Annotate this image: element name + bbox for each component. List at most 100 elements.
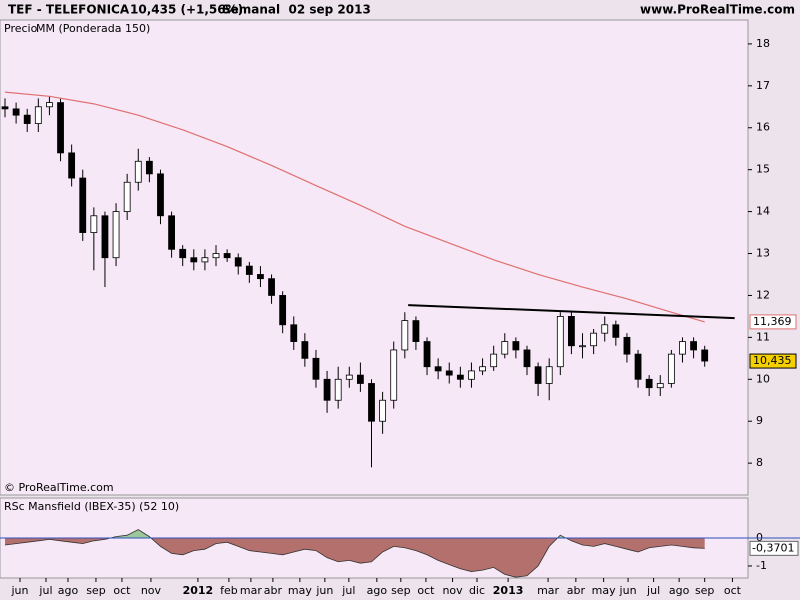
x-tick-label: oct — [724, 584, 742, 597]
x-tick-label: ago — [669, 584, 690, 597]
trendline — [408, 304, 735, 320]
area-negative — [4, 538, 705, 578]
y-tick-label: 8 — [756, 456, 763, 469]
candle-body — [412, 320, 420, 342]
candle-body — [590, 332, 598, 347]
candle-body — [501, 341, 509, 355]
candle-body — [90, 215, 98, 233]
candle-body — [534, 366, 542, 384]
y-tick-label: 10 — [756, 372, 770, 385]
candle-body — [157, 173, 164, 217]
legend-ma: MM (Ponderada 150) — [36, 22, 150, 35]
candle-body — [145, 160, 153, 175]
y-tick-label: 13 — [756, 247, 770, 260]
candle-body — [134, 160, 142, 183]
candle-body — [701, 349, 709, 362]
x-tick-label: mar — [537, 584, 559, 597]
x-tick-label: jun — [10, 584, 28, 597]
candle-body — [179, 248, 187, 259]
candle-body — [612, 324, 620, 338]
x-tick-label: abr — [567, 584, 586, 597]
ma-last-label: 11,369 — [753, 315, 792, 328]
price-panel — [0, 19, 749, 496]
candle-body — [390, 349, 398, 401]
x-tick-label: may — [288, 584, 312, 597]
candle-body — [479, 366, 486, 372]
price-last-box — [749, 353, 797, 369]
x-tick-label: jun — [619, 584, 637, 597]
candle-body — [368, 383, 375, 422]
candle-body — [623, 336, 631, 355]
y-tick-label: 16 — [756, 121, 770, 134]
x-tick-label: ago — [58, 584, 79, 597]
candle-body — [690, 341, 697, 351]
x-tick-label: dic — [469, 584, 485, 597]
x-tick-label: nov — [442, 584, 463, 597]
x-tick-label: sep — [695, 584, 714, 597]
x-tick-label: may — [592, 584, 616, 597]
candle-body — [512, 341, 520, 351]
candle-body — [201, 257, 209, 263]
x-tick-label: 2013 — [493, 584, 524, 597]
candle-body — [401, 320, 409, 351]
y-tick-label: 18 — [756, 37, 770, 50]
x-tick-label: sep — [86, 584, 105, 597]
watermark: © ProRealTime.com — [4, 481, 114, 494]
candle-body — [245, 265, 253, 275]
x-tick-label: ago — [367, 584, 388, 597]
x-tick-label: oct — [113, 584, 131, 597]
candle-body — [568, 316, 575, 347]
price-last-label: 10,435 — [753, 354, 792, 367]
candle-body — [523, 349, 531, 368]
candle-body — [545, 366, 553, 384]
x-tick-label: jul — [38, 584, 52, 597]
y-tick-label: 14 — [756, 205, 770, 218]
y-tick-label: 15 — [756, 163, 770, 176]
candle-body — [190, 257, 198, 263]
ma-last-box — [749, 314, 797, 330]
candle-body — [634, 353, 642, 380]
indicator-title: RSc Mansfield (IBEX-35) (52 10) — [4, 500, 179, 513]
x-tick-label: abr — [264, 584, 283, 597]
candle-body — [68, 152, 76, 179]
x-tick-label: oct — [417, 584, 435, 597]
x-tick-label: feb — [220, 584, 238, 597]
candle-body — [257, 274, 264, 280]
candle-body — [23, 114, 31, 124]
candle-body — [445, 370, 453, 376]
candle-body — [423, 341, 431, 368]
candle-body — [579, 345, 586, 348]
candle-body — [1, 106, 9, 110]
y-tick-label: -1 — [756, 559, 767, 572]
candle-body — [223, 253, 231, 259]
x-tick-label: mar — [240, 584, 262, 597]
y-tick-label: 12 — [756, 288, 770, 301]
x-tick-label: jul — [646, 584, 660, 597]
candle-body — [456, 374, 464, 380]
x-tick-label: jul — [341, 584, 355, 597]
candle-body — [345, 374, 353, 380]
candle-body — [168, 215, 175, 250]
candle-body — [268, 278, 275, 296]
candle-body — [46, 102, 53, 108]
x-tick-label: nov — [141, 584, 162, 597]
candle-body — [656, 383, 664, 389]
period: Semanal 02 sep 2013 — [222, 3, 371, 17]
candle-body — [356, 374, 364, 384]
candle-body — [556, 316, 564, 368]
candle-body — [279, 295, 287, 326]
quote: 10,435 (+1,56%) — [130, 3, 243, 17]
candle-body — [12, 108, 20, 116]
y-tick-label: 11 — [756, 330, 770, 343]
candle-body — [79, 177, 87, 233]
candle-body — [468, 370, 475, 380]
candle-body — [101, 215, 109, 259]
y-tick-label: 9 — [756, 414, 763, 427]
candle-body — [57, 102, 64, 154]
candle-body — [34, 106, 42, 124]
candle-body — [301, 341, 309, 359]
candle-body — [123, 181, 131, 212]
candle-body — [645, 378, 653, 389]
